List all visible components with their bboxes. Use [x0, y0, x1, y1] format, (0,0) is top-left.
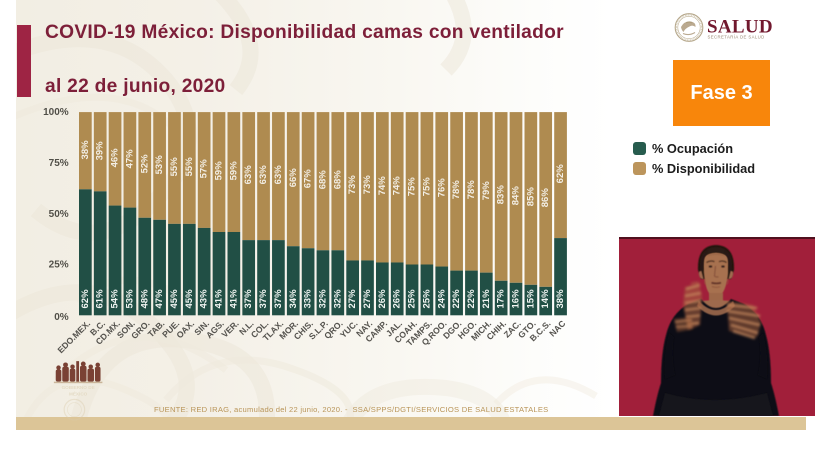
svg-text:67%: 67% [303, 169, 314, 189]
svg-text:25%: 25% [49, 260, 69, 271]
svg-text:79%: 79% [481, 181, 492, 201]
svg-text:63%: 63% [273, 165, 284, 185]
svg-text:14%: 14% [540, 289, 551, 309]
svg-text:45%: 45% [169, 289, 180, 309]
svg-text:34%: 34% [288, 289, 299, 309]
svg-text:53%: 53% [154, 155, 165, 175]
svg-text:61%: 61% [95, 289, 106, 309]
svg-text:78%: 78% [466, 180, 477, 200]
svg-text:54%: 54% [110, 289, 121, 309]
svg-text:52%: 52% [139, 154, 150, 174]
svg-text:62%: 62% [555, 164, 566, 184]
svg-text:38%: 38% [80, 140, 91, 160]
svg-text:21%: 21% [481, 289, 492, 309]
svg-text:GOBIERNO DE: GOBIERNO DE [62, 385, 95, 390]
svg-text:59%: 59% [214, 161, 225, 181]
svg-text:22%: 22% [466, 289, 477, 309]
svg-text:63%: 63% [258, 165, 269, 185]
svg-text:41%: 41% [228, 289, 239, 309]
svg-text:47%: 47% [124, 149, 135, 169]
svg-text:74%: 74% [377, 176, 388, 196]
svg-text:26%: 26% [377, 289, 388, 309]
svg-text:SECRETARÍA DE SALUD: SECRETARÍA DE SALUD [708, 34, 765, 39]
svg-text:37%: 37% [243, 289, 254, 309]
svg-text:73%: 73% [362, 175, 373, 195]
svg-text:68%: 68% [317, 170, 328, 190]
svg-text:53%: 53% [124, 289, 135, 309]
svg-text:45%: 45% [184, 289, 195, 309]
svg-text:0%: 0% [54, 312, 69, 323]
svg-text:39%: 39% [95, 141, 106, 161]
svg-text:78%: 78% [451, 180, 462, 200]
svg-text:24%: 24% [436, 289, 447, 309]
svg-text:50%: 50% [49, 209, 69, 220]
svg-text:38%: 38% [555, 289, 566, 309]
svg-text:57%: 57% [199, 159, 210, 179]
svg-text:100%: 100% [43, 107, 69, 118]
svg-text:68%: 68% [332, 170, 343, 190]
svg-text:EDO.MEX.: EDO.MEX. [55, 318, 92, 355]
svg-text:15%: 15% [525, 289, 536, 309]
svg-text:33%: 33% [303, 289, 314, 309]
svg-text:27%: 27% [347, 289, 358, 309]
svg-text:SALUD: SALUD [707, 17, 773, 38]
svg-text:75%: 75% [407, 177, 418, 197]
svg-text:41%: 41% [214, 289, 225, 309]
svg-text:86%: 86% [540, 188, 551, 208]
svg-text:66%: 66% [288, 168, 299, 188]
svg-text:25%: 25% [421, 289, 432, 309]
svg-text:84%: 84% [511, 186, 522, 206]
svg-text:75%: 75% [421, 177, 432, 197]
svg-text:25%: 25% [407, 289, 418, 309]
svg-text:74%: 74% [392, 176, 403, 196]
svg-text:75%: 75% [49, 158, 69, 169]
svg-text:48%: 48% [139, 289, 150, 309]
svg-text:83%: 83% [496, 185, 507, 205]
svg-text:63%: 63% [243, 165, 254, 185]
svg-text:59%: 59% [228, 161, 239, 181]
svg-text:62%: 62% [80, 289, 91, 309]
svg-text:37%: 37% [273, 289, 284, 309]
svg-text:MÉXICO: MÉXICO [69, 390, 88, 397]
svg-text:32%: 32% [317, 289, 328, 309]
svg-text:46%: 46% [110, 148, 121, 168]
svg-text:22%: 22% [451, 289, 462, 309]
svg-text:17%: 17% [496, 289, 507, 309]
svg-text:27%: 27% [362, 289, 373, 309]
svg-text:26%: 26% [392, 289, 403, 309]
svg-text:55%: 55% [184, 157, 195, 177]
svg-text:47%: 47% [154, 289, 165, 309]
svg-text:16%: 16% [511, 289, 522, 309]
svg-text:85%: 85% [525, 187, 536, 207]
svg-text:32%: 32% [332, 289, 343, 309]
svg-text:NAC: NAC [547, 318, 567, 338]
svg-text:55%: 55% [169, 157, 180, 177]
svg-text:73%: 73% [347, 175, 358, 195]
svg-text:43%: 43% [199, 289, 210, 309]
svg-text:37%: 37% [258, 289, 269, 309]
svg-text:76%: 76% [436, 178, 447, 198]
